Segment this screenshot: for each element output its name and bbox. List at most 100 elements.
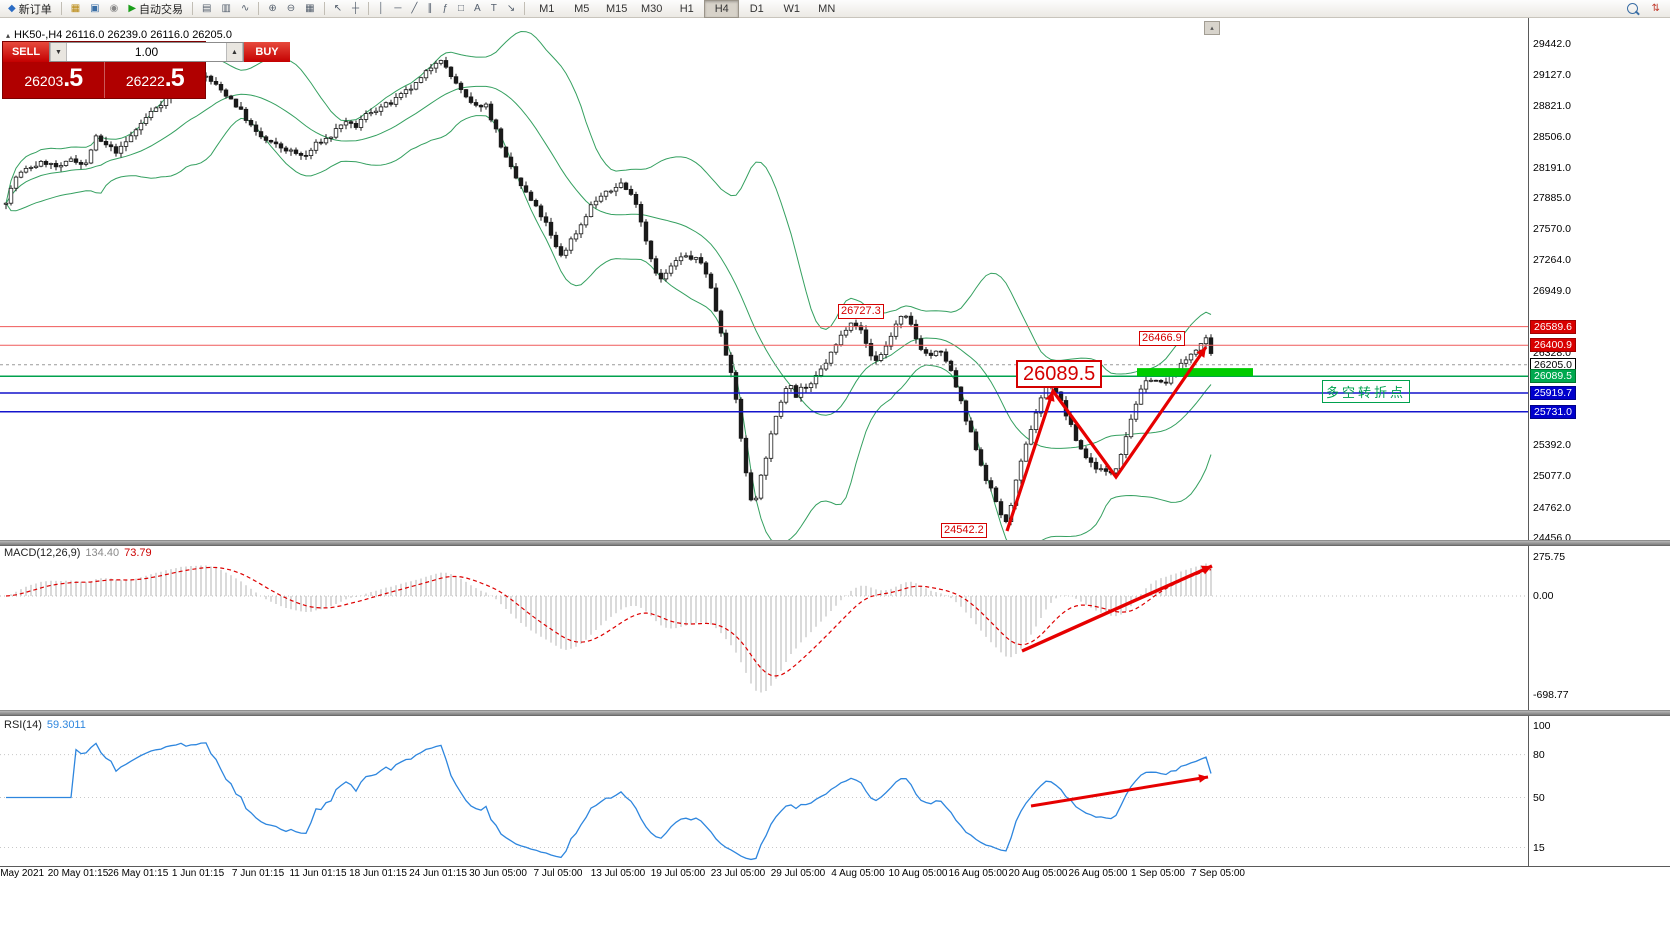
rsi-value: 59.3011 bbox=[46, 719, 86, 731]
rsi-axis-label: 100 bbox=[1533, 720, 1551, 732]
rsi-axis-label: 50 bbox=[1533, 791, 1545, 804]
autotrade-label: 自动交易 bbox=[139, 3, 184, 16]
toolbar-separator bbox=[368, 2, 370, 15]
time-label: 29 Jul 05:00 bbox=[770, 868, 826, 879]
time-label: 7 Jul 05:00 bbox=[533, 868, 583, 879]
candlestick-chart-icon: ▥ bbox=[221, 2, 231, 14]
profiles-button[interactable]: ▦ bbox=[66, 0, 85, 18]
horizontal-line-button[interactable]: ─ bbox=[389, 0, 406, 18]
search-icon bbox=[1626, 3, 1638, 14]
arrows-tool-icon: ↘ bbox=[506, 2, 516, 14]
autotrade-play-icon: ▶ bbox=[128, 2, 137, 14]
sell-price-fraction: .5 bbox=[63, 64, 83, 92]
cursor-button[interactable]: ↖ bbox=[329, 0, 347, 18]
price-tick: 25392.0 bbox=[1533, 439, 1571, 452]
time-label: 16 Aug 05:00 bbox=[948, 868, 1008, 879]
rsi-header: RSI(14) 59.3011 bbox=[4, 719, 86, 731]
navigator-button[interactable]: ⇅ bbox=[1647, 0, 1665, 18]
price-tick: 26949.0 bbox=[1533, 285, 1571, 297]
text-label-icon: T bbox=[490, 2, 497, 14]
time-label: 11 Jun 01:15 bbox=[289, 868, 347, 879]
panel-divider-rsi[interactable] bbox=[0, 710, 1670, 716]
timeframe-button-H1[interactable]: H1 bbox=[679, 2, 694, 15]
timeframe-button-M30[interactable]: M30 bbox=[641, 2, 663, 15]
line-chart-button[interactable]: ∿ bbox=[236, 0, 254, 18]
shapes-button[interactable]: □ bbox=[453, 0, 469, 18]
price-badge: 26205.0 bbox=[1530, 357, 1576, 372]
symbol-ohlc-text: HK50-,H4 26116.0 26239.0 26116.0 26205.0 bbox=[14, 29, 232, 41]
fibonacci-button[interactable]: ƒ bbox=[437, 0, 453, 18]
macd-axis-label: 275.75 bbox=[1533, 550, 1566, 563]
price-label-26727[interactable]: 26727.3 bbox=[838, 304, 884, 319]
macd-name: MACD(12,26,9) bbox=[4, 547, 81, 559]
timeframe-button-M5[interactable]: M5 bbox=[574, 2, 590, 15]
shapes-icon: □ bbox=[458, 2, 465, 14]
search-button[interactable] bbox=[1622, 0, 1643, 18]
price-tick: 27570.0 bbox=[1533, 223, 1571, 236]
panel-divider-macd[interactable] bbox=[0, 540, 1670, 546]
volume-decrease-button[interactable]: ▼ bbox=[50, 43, 67, 61]
price-label-26466[interactable]: 26466.9 bbox=[1139, 331, 1185, 346]
autotrade-button[interactable]: ▶ 自动交易 bbox=[123, 0, 188, 18]
zoom-out-button[interactable]: ⊖ bbox=[282, 0, 300, 18]
new-order-button[interactable]: ◆ 新订单 bbox=[3, 0, 57, 18]
zoom-in-button[interactable]: ⊕ bbox=[263, 0, 281, 18]
price-badge: 26589.6 bbox=[1530, 319, 1576, 334]
time-label: 3 May 2021 bbox=[0, 868, 45, 879]
price-axis: 29442.0 29127.0 28821.0 28506.0 28191.0 27885… bbox=[1529, 0, 1670, 944]
crosshair-button[interactable]: ┼ bbox=[347, 0, 364, 18]
buy-price[interactable]: 26222 .5 bbox=[103, 62, 206, 98]
turning-point-label[interactable]: 多空转折点 bbox=[1322, 380, 1411, 403]
alerts-button[interactable]: ◉ bbox=[105, 0, 124, 18]
time-label: 4 Aug 05:00 bbox=[831, 868, 885, 879]
candlestick-chart-button[interactable]: ▥ bbox=[217, 0, 236, 18]
sell-button[interactable]: SELL bbox=[3, 42, 49, 62]
new-chart-button[interactable]: ▣ bbox=[85, 0, 104, 18]
crosshair-icon: ┼ bbox=[351, 2, 360, 14]
volume-input[interactable] bbox=[67, 43, 226, 61]
collapse-icon[interactable]: ▴ bbox=[6, 30, 11, 40]
text-icon: A bbox=[474, 2, 481, 14]
price-label-24542[interactable]: 24542.2 bbox=[941, 523, 987, 538]
buy-button[interactable]: BUY bbox=[244, 42, 290, 62]
cursor-icon: ↖ bbox=[333, 2, 342, 14]
arrows-tool-button[interactable]: ↘ bbox=[502, 0, 520, 18]
toolbar-separator bbox=[524, 2, 526, 15]
price-tick: 28821.0 bbox=[1533, 99, 1571, 112]
price-tick: 28191.0 bbox=[1533, 161, 1571, 174]
toolbar: ◆ 新订单 ▦ ▣ ◉ ▶ 自动交易 ▤ ▥ ∿ ⊕ ⊖ ▦ ↖ ┼ │ ─ ╱… bbox=[0, 0, 1670, 18]
vertical-line-button[interactable]: │ bbox=[373, 0, 389, 18]
price-label-26089-big[interactable]: 26089.5 bbox=[1016, 360, 1103, 388]
time-axis-border bbox=[0, 866, 1670, 867]
timeframe-button-W1[interactable]: W1 bbox=[783, 2, 800, 15]
price-badge: 26089.5 bbox=[1530, 369, 1576, 384]
time-label: 10 Aug 05:00 bbox=[888, 868, 948, 879]
time-label: 1 Jun 01:15 bbox=[171, 868, 225, 879]
text-button[interactable]: A bbox=[469, 0, 486, 18]
volume-control: ▼ ▲ bbox=[49, 42, 244, 62]
timeframe-button-D1[interactable]: D1 bbox=[749, 2, 764, 15]
bar-chart-button[interactable]: ▤ bbox=[197, 0, 216, 18]
price-badge: 26400.9 bbox=[1530, 338, 1576, 353]
timeframe-button-H4[interactable]: H4 bbox=[704, 0, 740, 18]
price-axis-border bbox=[1528, 18, 1529, 866]
trendline-button[interactable]: ╱ bbox=[406, 0, 422, 18]
new-order-label: 新订单 bbox=[18, 3, 52, 16]
time-label: 20 Aug 05:00 bbox=[1008, 868, 1068, 879]
tile-windows-button[interactable]: ▦ bbox=[300, 0, 319, 18]
price-tick: 29442.0 bbox=[1533, 38, 1571, 50]
price-tick: 29127.0 bbox=[1533, 69, 1571, 82]
timeframe-button-M1[interactable]: M1 bbox=[539, 2, 555, 15]
sell-price[interactable]: 26203 .5 bbox=[3, 62, 104, 98]
text-label-button[interactable]: T bbox=[486, 0, 502, 18]
timeframe-button-MN[interactable]: MN bbox=[818, 2, 836, 15]
price-tick: 27885.0 bbox=[1533, 192, 1571, 205]
macd-header: MACD(12,26,9) 134.40 73.79 bbox=[4, 547, 152, 559]
channel-button[interactable]: ∥ bbox=[422, 0, 437, 18]
timeframe-button-M15[interactable]: M15 bbox=[606, 2, 628, 15]
volume-increase-button[interactable]: ▲ bbox=[226, 43, 243, 61]
fibonacci-icon: ƒ bbox=[442, 2, 448, 14]
chart-scroll-button[interactable]: ▴ bbox=[1204, 21, 1220, 35]
